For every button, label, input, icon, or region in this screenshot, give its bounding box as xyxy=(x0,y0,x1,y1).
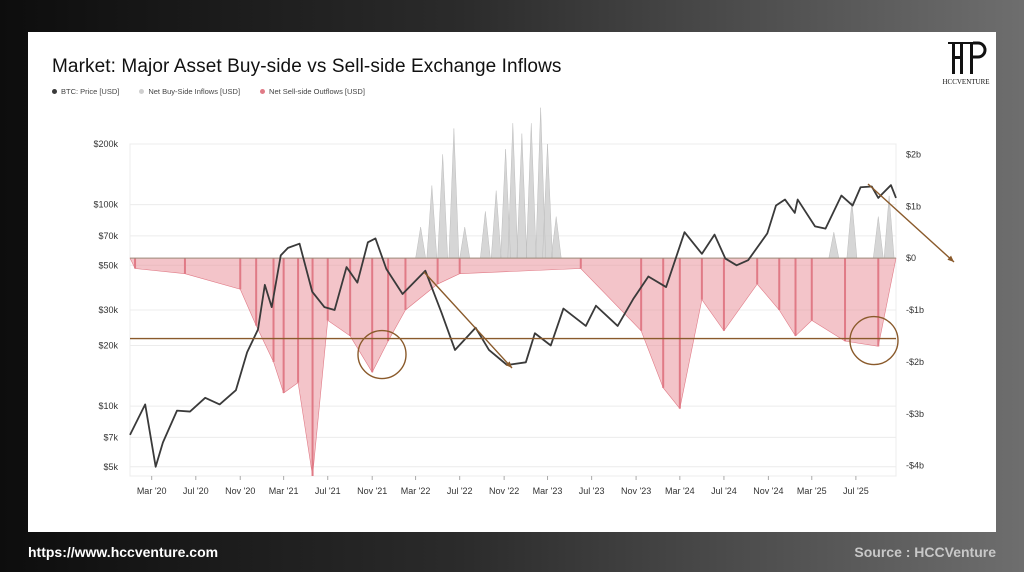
chart-card: $5k $7k $10k $20k $30k $50k $70k $100k $200k $2b $… xyxy=(28,32,996,532)
chart-title: Market: Major Asset Buy-side vs Sell-sid… xyxy=(52,56,562,77)
y-left-tick-label: $30k xyxy=(98,305,118,315)
x-tick-label: Mar '24 xyxy=(665,486,695,496)
legend-dot-outflows xyxy=(260,89,266,94)
x-tick-label: Mar '20 xyxy=(137,486,167,496)
y-left-tick-label: $20k xyxy=(98,340,118,350)
y-right-tick-label: $2b xyxy=(906,149,921,159)
x-tick-label: Mar '21 xyxy=(269,486,299,496)
trend-arrow-2-head xyxy=(947,255,954,262)
y-right-tick-label: $0 xyxy=(906,253,916,263)
logo-text: HCCVENTURE xyxy=(942,78,990,86)
x-tick-label: Mar '25 xyxy=(797,486,827,496)
y-left-tick-label: $5k xyxy=(103,462,118,472)
outflow-area xyxy=(129,257,897,477)
y-left-tick-label: $10k xyxy=(98,401,118,411)
inflow-area xyxy=(415,107,895,259)
y-left-tick-label: $50k xyxy=(98,260,118,270)
x-tick-label: Nov '24 xyxy=(753,486,783,496)
y-right-tick-label: -$3b xyxy=(906,409,924,419)
y-left-tick-label: $70k xyxy=(98,231,118,241)
x-tick-label: Jul '22 xyxy=(447,486,473,496)
legend-label-price: BTC: Price [USD] xyxy=(61,87,120,96)
x-tick-label: Nov '22 xyxy=(489,486,519,496)
y-left-tick-label: $200k xyxy=(93,139,118,149)
y-right-tick-label: -$2b xyxy=(906,357,924,367)
y-right-tick-label: -$4b xyxy=(906,461,924,471)
y-right-tick-label: -$1b xyxy=(906,305,924,315)
x-tick-label: Mar '23 xyxy=(533,486,563,496)
trend-arrow-1-shaft xyxy=(423,271,513,369)
x-tick-label: Jul '20 xyxy=(183,486,209,496)
legend-item-inflows: Net Buy-Side Inflows [USD] xyxy=(139,87,240,96)
x-tick-label: Jul '24 xyxy=(711,486,737,496)
annotation-circle-2 xyxy=(849,315,899,366)
x-tick-label: Jul '21 xyxy=(315,486,341,496)
chart-canvas: $5k $7k $10k $20k $30k $50k $70k $100k $200k $2b $… xyxy=(93,107,955,496)
y-left-tick-label: $100k xyxy=(93,200,118,210)
footer-source: Source : HCCVenture xyxy=(854,544,996,560)
y-left-tick-label: $7k xyxy=(103,432,118,442)
chart-legend: BTC: Price [USD] Net Buy-Side Inflows [U… xyxy=(52,87,365,96)
trend-arrow-1-head xyxy=(505,361,512,368)
y-right-tick-label: $1b xyxy=(906,201,921,211)
x-tick-label: Mar '22 xyxy=(401,486,431,496)
legend-dot-price xyxy=(52,89,57,94)
legend-label-outflows: Net Sell-side Outflows [USD] xyxy=(269,87,365,96)
x-tick-label: Nov '21 xyxy=(357,486,387,496)
trend-arrow-2-shaft xyxy=(867,183,955,263)
x-tick-label: Jul '23 xyxy=(579,486,605,496)
legend-item-outflows: Net Sell-side Outflows [USD] xyxy=(260,87,365,96)
legend-label-inflows: Net Buy-Side Inflows [USD] xyxy=(148,87,241,96)
x-tick-label: Nov '20 xyxy=(225,486,255,496)
hp-monogram-icon xyxy=(948,41,987,74)
footer-url[interactable]: https://www.hccventure.com xyxy=(28,544,219,560)
legend-item-price: BTC: Price [USD] xyxy=(52,87,119,96)
x-tick-label: Jul '25 xyxy=(843,486,869,496)
legend-dot-inflows xyxy=(139,89,145,94)
x-tick-label: Nov '23 xyxy=(621,486,651,496)
brand-logo: HCCVENTURE xyxy=(940,40,992,86)
annotation-circle-1 xyxy=(357,329,407,380)
